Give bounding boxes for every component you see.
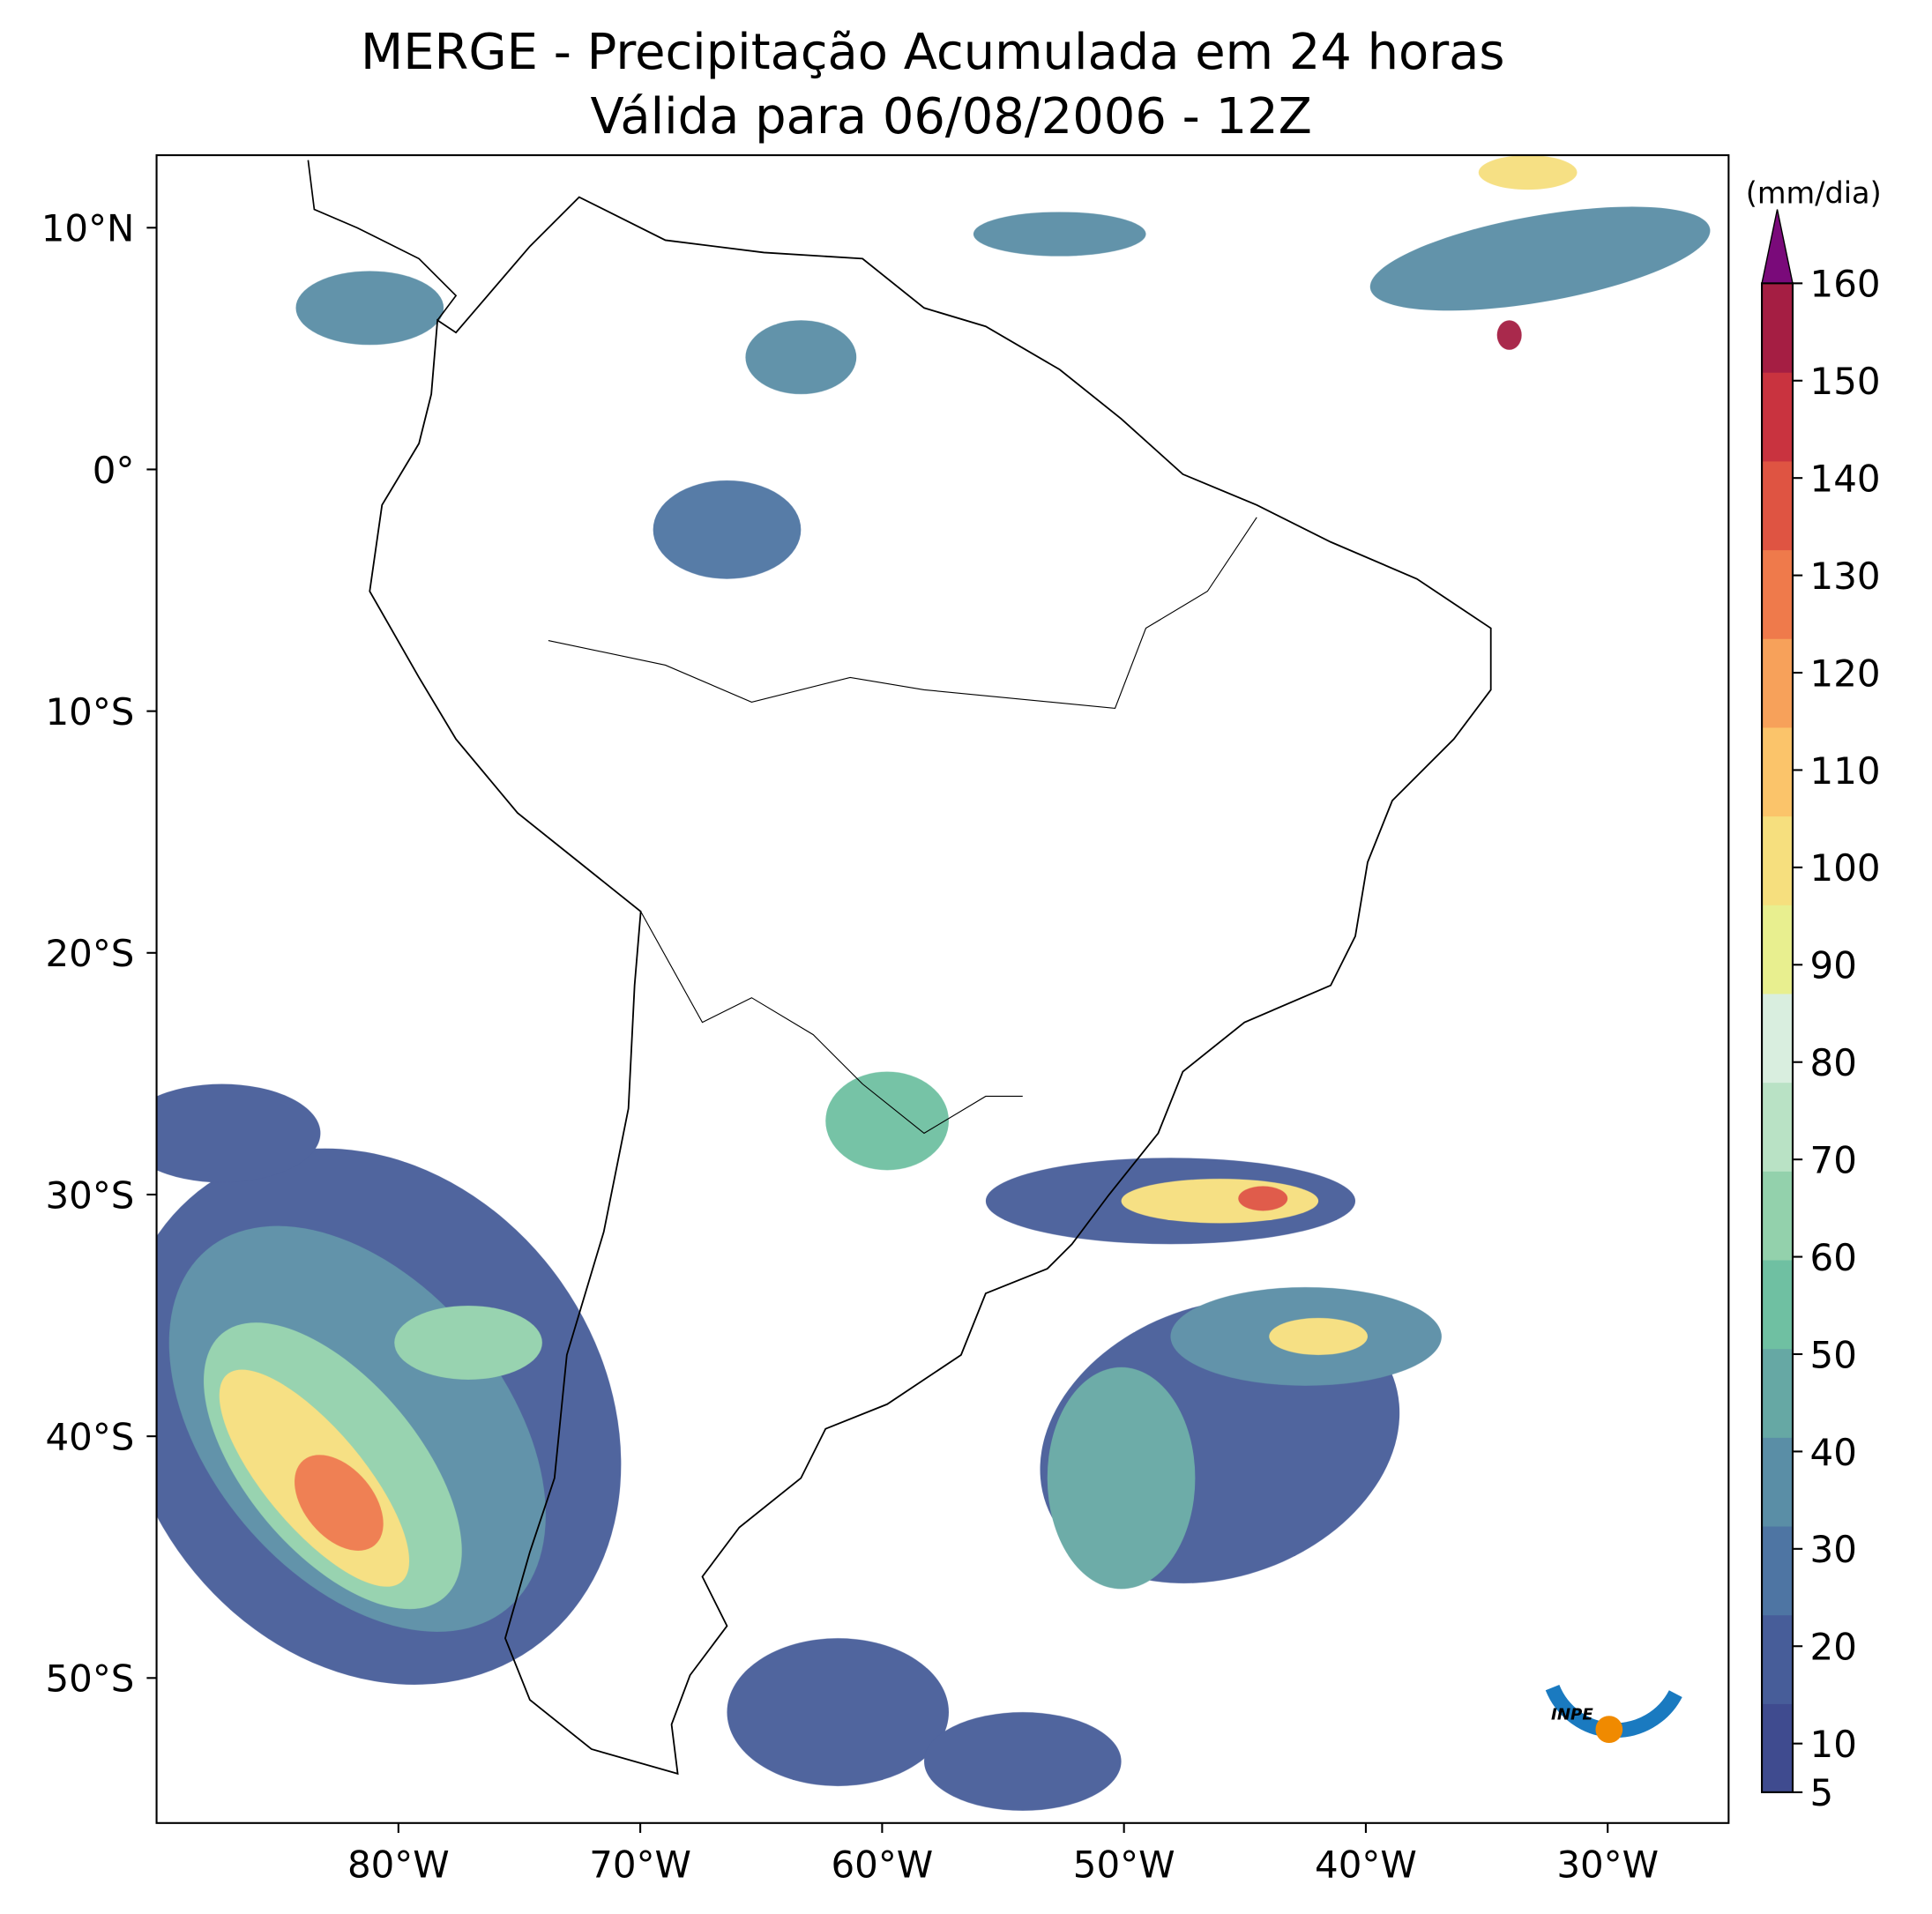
- logo-text: INPE: [1551, 1705, 1593, 1724]
- colorbar-tick-label: 5: [1810, 1771, 1834, 1814]
- colorbar-tick-label: 30: [1810, 1528, 1857, 1571]
- y-tick-label: 50°S: [46, 1657, 135, 1701]
- colorbar-tick-label: 120: [1810, 652, 1881, 695]
- colorbar-tick-label: 80: [1810, 1041, 1857, 1084]
- logo: INPE: [1545, 1684, 1682, 1743]
- x-tick-label: 30°W: [1556, 1843, 1659, 1886]
- colorbar-segment: [1762, 905, 1793, 994]
- colorbar-tick-label: 100: [1810, 846, 1881, 890]
- colorbar-segment: [1762, 993, 1793, 1084]
- colorbar-tick-label: 140: [1810, 458, 1881, 501]
- colorbar-tick-label: 160: [1810, 263, 1881, 306]
- y-tick-label: 20°S: [46, 932, 135, 975]
- border: [548, 517, 1257, 709]
- title: MERGE - Precipitação Acumulada em 24 hor…: [361, 24, 1505, 81]
- x-tick-label: 80°W: [347, 1843, 450, 1886]
- colorbar-segment: [1762, 815, 1793, 905]
- colorbar-tick-label: 70: [1810, 1139, 1857, 1182]
- colorbar-tick-label: 10: [1810, 1723, 1857, 1766]
- colorbar-segment: [1762, 283, 1793, 373]
- colorbar-segment: [1762, 1082, 1793, 1172]
- colorbar-segment: [1762, 549, 1793, 639]
- colorbar-segment: [1762, 460, 1793, 551]
- subtitle: Válida para 06/08/2006 - 12Z: [591, 88, 1312, 145]
- colorbar-segment: [1762, 1171, 1793, 1261]
- x-tick-label: 50°W: [1073, 1843, 1175, 1886]
- y-tick-label: 30°S: [46, 1173, 135, 1217]
- colorbar-segment: [1762, 1259, 1793, 1350]
- colorbar-segment: [1762, 638, 1793, 728]
- colorbar-segment: [1762, 1348, 1793, 1438]
- coastline: [369, 196, 1492, 1776]
- logo-dot: [1595, 1716, 1623, 1743]
- x-tick-label: 70°W: [589, 1843, 691, 1886]
- map-area: [156, 155, 1729, 1823]
- colorbar-tick-label: 20: [1810, 1626, 1857, 1669]
- colorbar-frame: [1761, 282, 1794, 1793]
- y-tick-label: 40°S: [46, 1416, 135, 1459]
- colorbar-tick-label: 60: [1810, 1236, 1857, 1279]
- colorbar-tick-label: 130: [1810, 555, 1881, 598]
- precipitation: [156, 155, 1711, 1811]
- border: [640, 911, 1023, 1135]
- map-frame: [155, 153, 1730, 1824]
- colorbar-label: (mm/dia): [1746, 176, 1882, 211]
- colorbar-tick-label: 40: [1810, 1431, 1857, 1474]
- colorbar-segment: [1762, 1437, 1793, 1527]
- x-tick-label: 40°W: [1315, 1843, 1417, 1886]
- colorbar-segment: [1762, 1703, 1793, 1793]
- y-tick-label: 10°S: [46, 690, 135, 734]
- colorbar-segment: [1762, 372, 1793, 462]
- central-america: [307, 160, 458, 321]
- colorbar-tick-label: 90: [1810, 944, 1857, 987]
- x-tick-label: 60°W: [832, 1843, 934, 1886]
- colorbar-tick-label: 110: [1810, 749, 1881, 793]
- colorbar-segment: [1762, 726, 1793, 817]
- colorbar-tick-label: 150: [1810, 360, 1881, 403]
- colorbar-tick-label: 50: [1810, 1333, 1857, 1376]
- y-tick-label: 0°: [93, 449, 135, 492]
- colorbar-segment: [1762, 1525, 1793, 1616]
- colorbar-segment: [1762, 1614, 1793, 1704]
- y-tick-label: 10°N: [41, 207, 135, 250]
- colorbar-extend: [1761, 209, 1794, 285]
